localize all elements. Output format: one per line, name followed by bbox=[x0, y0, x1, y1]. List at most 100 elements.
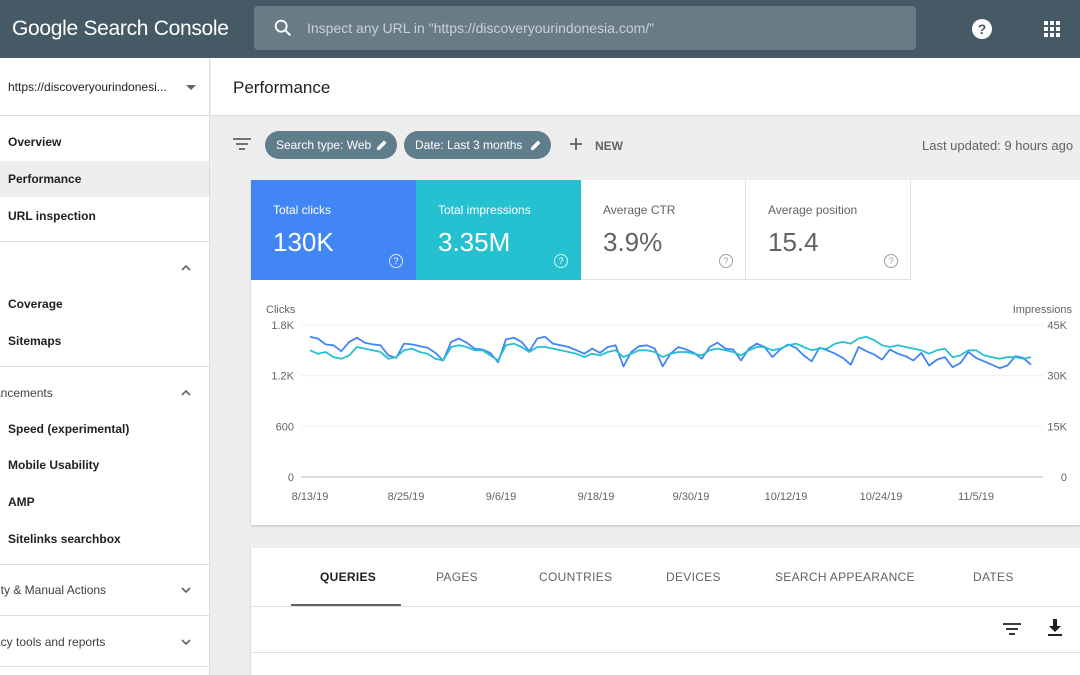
pencil-icon bbox=[531, 140, 541, 150]
metric-label: Average position bbox=[768, 203, 858, 217]
dimension-tabs-card: QUERIES PAGES COUNTRIES DEVICES SEARCH A… bbox=[251, 548, 1080, 675]
metric-label: Total impressions bbox=[438, 203, 531, 217]
metric-value: 130K bbox=[273, 227, 334, 257]
tab-devices[interactable]: DEVICES bbox=[666, 570, 721, 584]
filter-bar: Search type: Web Date: Last 3 months NEW… bbox=[211, 117, 1080, 174]
tab-search-appearance[interactable]: SEARCH APPEARANCE bbox=[775, 570, 915, 584]
tab-dates[interactable]: DATES bbox=[973, 570, 1014, 584]
search-icon[interactable] bbox=[272, 17, 294, 39]
metric-average-position[interactable]: Average position 15.4 ? bbox=[746, 180, 911, 280]
right-axis-title: Impressions bbox=[1013, 304, 1073, 316]
chevron-up-icon bbox=[181, 389, 191, 396]
dropdown-caret-icon bbox=[186, 85, 196, 90]
performance-line-chart[interactable]: Clicks Impressions 1.8K 45K 1.2K 30K 600 15K 0… bbox=[251, 280, 1080, 525]
metric-value: 15.4 bbox=[768, 227, 819, 257]
metric-label: Total clicks bbox=[273, 203, 332, 217]
sidebar-item-mobile-usability[interactable]: Mobile Usability bbox=[0, 447, 209, 483]
sidebar-section-index[interactable]: x bbox=[0, 250, 209, 286]
search-type-chip[interactable]: Search type: Web bbox=[265, 131, 397, 159]
page-title: Performance bbox=[233, 78, 331, 97]
sidebar-item-label: Coverage bbox=[8, 297, 63, 311]
sidebar-item-speed[interactable]: Speed (experimental) bbox=[0, 411, 209, 447]
y2-tick-label: 15K bbox=[1047, 421, 1067, 433]
metric-total-clicks[interactable]: Total clicks 130K ? bbox=[251, 180, 416, 280]
sidebar-item-performance[interactable]: Performance bbox=[0, 161, 209, 197]
top-app-bar: Google Search Console Inspect any URL in… bbox=[0, 0, 1080, 58]
sidebar-item-label: AMP bbox=[8, 495, 35, 509]
sidebar-item-sitelinks-searchbox[interactable]: Sitelinks searchbox bbox=[0, 521, 209, 557]
help-circle-icon[interactable]: ? bbox=[389, 254, 403, 268]
y-tick-label: 1.8K bbox=[271, 320, 294, 332]
metric-value: 3.9% bbox=[603, 227, 663, 257]
url-inspect-search-bar[interactable]: Inspect any URL in "https://discoveryour… bbox=[254, 6, 916, 50]
sidebar-divider bbox=[0, 666, 209, 667]
x-tick-label: 10/24/19 bbox=[860, 491, 903, 503]
section-label: rity & Manual Actions bbox=[0, 583, 107, 597]
filter-icon[interactable] bbox=[233, 137, 251, 151]
tab-queries[interactable]: QUERIES bbox=[320, 570, 377, 584]
search-input[interactable]: Inspect any URL in "https://discoveryour… bbox=[307, 20, 655, 36]
performance-chart-card: Total clicks 130K ? Total impressions 3.… bbox=[251, 180, 1080, 525]
y-tick-label: 600 bbox=[276, 421, 294, 433]
sidebar-divider bbox=[0, 564, 209, 565]
app-logo[interactable]: Google Search Console bbox=[12, 17, 229, 40]
sidebar-item-label: Sitelinks searchbox bbox=[8, 532, 121, 546]
left-axis-title: Clicks bbox=[266, 304, 296, 316]
new-button-label: NEW bbox=[595, 139, 623, 153]
y2-tick-label: 45K bbox=[1047, 320, 1067, 332]
help-circle-icon[interactable]: ? bbox=[719, 254, 733, 268]
section-label: ancements bbox=[0, 386, 53, 400]
last-updated-text: Last updated: 9 hours ago bbox=[922, 138, 1074, 153]
x-tick-label: 10/12/19 bbox=[765, 491, 808, 503]
pencil-icon bbox=[377, 140, 387, 150]
tab-countries[interactable]: COUNTRIES bbox=[539, 570, 613, 584]
sidebar-item-amp[interactable]: AMP bbox=[0, 484, 209, 520]
download-icon[interactable] bbox=[1047, 619, 1063, 637]
apps-grid-icon[interactable] bbox=[1044, 21, 1060, 37]
x-tick-label: 11/5/19 bbox=[958, 491, 994, 503]
metric-total-impressions[interactable]: Total impressions 3.35M ? bbox=[416, 180, 581, 280]
sidebar-section-security[interactable]: rity & Manual Actions bbox=[0, 572, 209, 608]
y-tick-label: 1.2K bbox=[271, 371, 294, 383]
sidebar-section-legacy[interactable]: acy tools and reports bbox=[0, 624, 209, 660]
new-filter-button[interactable]: NEW bbox=[567, 131, 637, 159]
series-line-clicks bbox=[309, 335, 1032, 369]
table-header-divider bbox=[251, 652, 1080, 653]
sidebar-item-label: Performance bbox=[8, 172, 82, 186]
metric-average-ctr[interactable]: Average CTR 3.9% ? bbox=[581, 180, 746, 280]
sidebar-divider bbox=[0, 615, 209, 616]
y2-tick-label: 0 bbox=[1061, 472, 1067, 484]
property-selector[interactable]: https://discoveryourindonesi... bbox=[0, 58, 209, 116]
sidebar-item-url-inspection[interactable]: URL inspection bbox=[0, 198, 209, 234]
tab-pages[interactable]: PAGES bbox=[436, 570, 478, 584]
sidebar-divider bbox=[0, 241, 209, 242]
sidebar-divider bbox=[0, 366, 209, 367]
x-tick-label: 9/18/19 bbox=[578, 491, 615, 503]
table-filter-icon[interactable] bbox=[1003, 622, 1021, 636]
sidebar-item-overview[interactable]: Overview bbox=[0, 124, 209, 160]
section-label: acy tools and reports bbox=[0, 635, 106, 649]
metric-value: 3.35M bbox=[438, 227, 511, 257]
property-url: https://discoveryourindonesi... bbox=[8, 80, 167, 94]
x-tick-label: 9/30/19 bbox=[673, 491, 710, 503]
sidebar-item-label: URL inspection bbox=[8, 209, 96, 223]
help-icon[interactable]: ? bbox=[972, 19, 992, 39]
chip-label: Search type: Web bbox=[276, 138, 372, 152]
page-header: Performance bbox=[211, 58, 1080, 116]
date-range-chip[interactable]: Date: Last 3 months bbox=[404, 131, 551, 159]
sidebar-item-sitemaps[interactable]: Sitemaps bbox=[0, 323, 209, 359]
x-tick-label: 9/6/19 bbox=[486, 491, 517, 503]
sidebar-item-label: Sitemaps bbox=[8, 334, 62, 348]
sidebar-section-enhancements[interactable]: ancements bbox=[0, 375, 209, 411]
sidebar-item-label: Speed (experimental) bbox=[8, 422, 130, 436]
x-tick-label: 8/13/19 bbox=[292, 491, 329, 503]
series-line-impressions bbox=[309, 335, 1032, 362]
sidebar-item-coverage[interactable]: Coverage bbox=[0, 286, 209, 322]
y-tick-label: 0 bbox=[288, 472, 294, 484]
chevron-down-icon bbox=[181, 639, 191, 646]
tabs-divider bbox=[251, 606, 1080, 607]
chip-label: Date: Last 3 months bbox=[415, 138, 523, 152]
help-circle-icon[interactable]: ? bbox=[884, 254, 898, 268]
help-circle-icon[interactable]: ? bbox=[554, 254, 568, 268]
plus-icon bbox=[570, 138, 582, 150]
